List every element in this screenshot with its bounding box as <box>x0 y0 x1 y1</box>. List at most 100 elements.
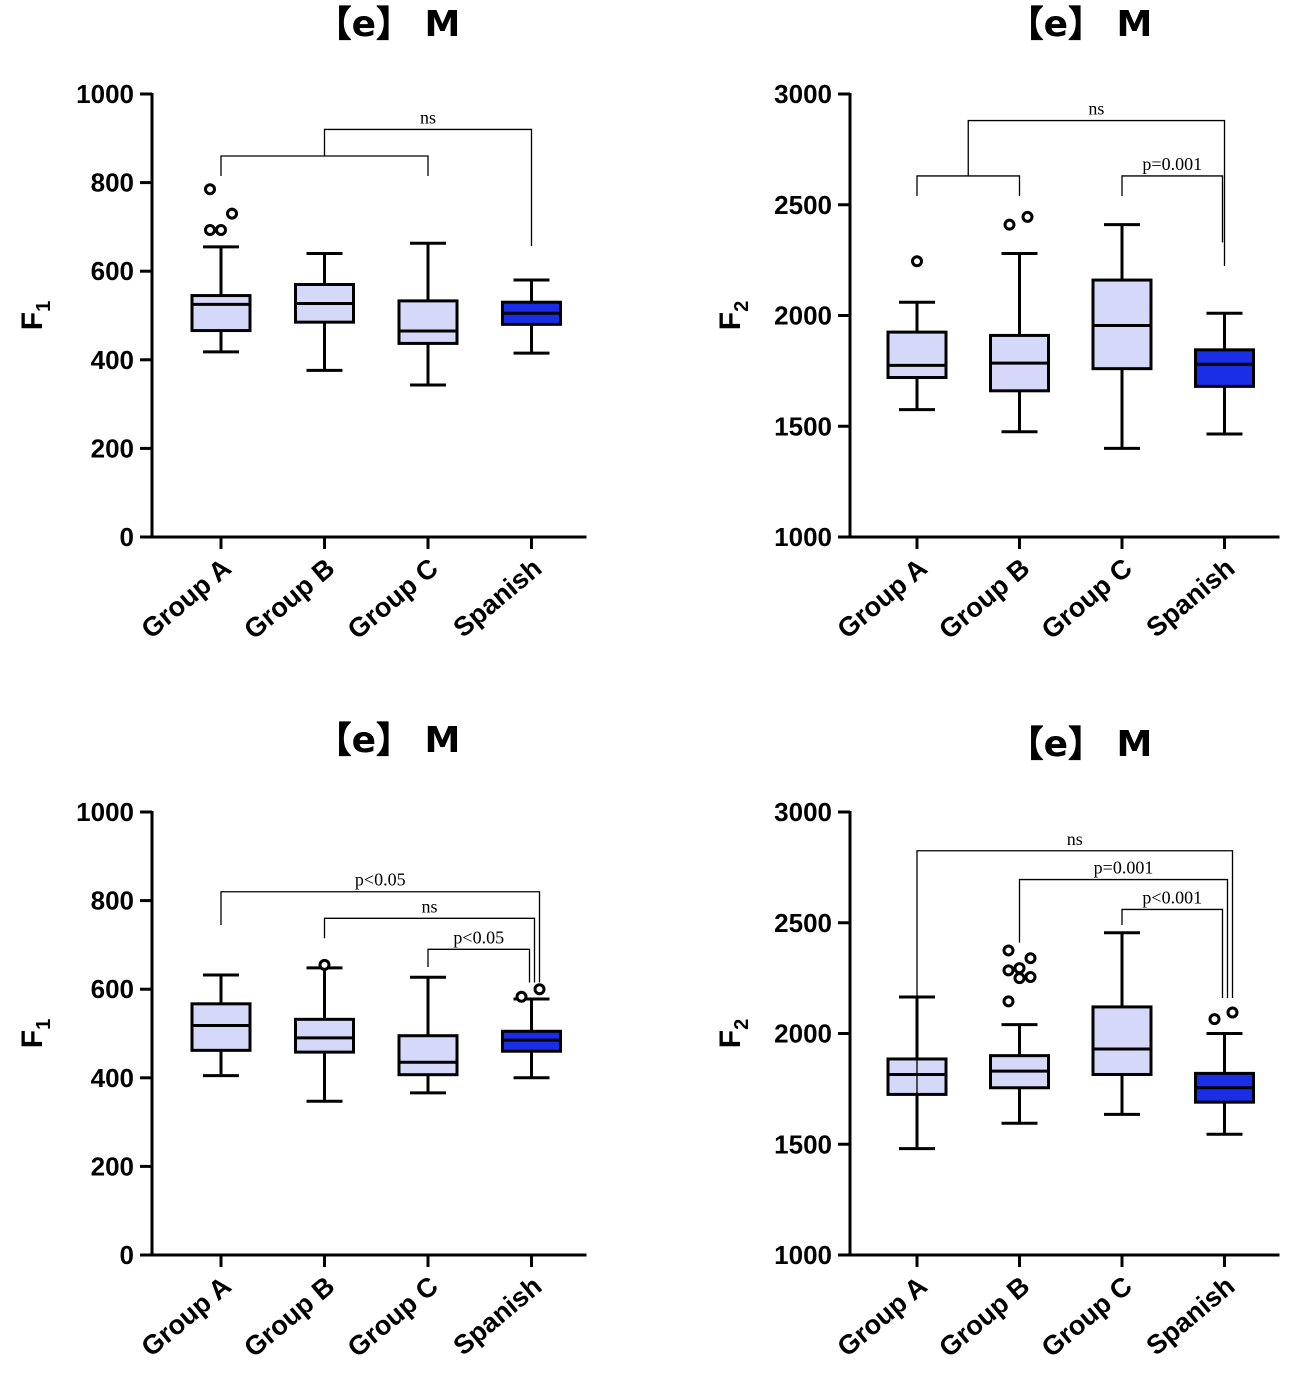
outlier-point <box>1024 952 1037 965</box>
chart-panel-3: 【e】 M F1 0 200 400 600 800 1000 Group A Group B Gr… <box>16 720 587 1363</box>
y-tick-label: 200 <box>91 433 134 463</box>
x-tick-label: Group C <box>1036 553 1138 645</box>
y-tick-label: 600 <box>91 256 134 286</box>
y-tick-label: 1000 <box>76 797 134 827</box>
box-iqr <box>294 1017 355 1054</box>
outlier-point <box>515 990 528 1003</box>
box-iqr <box>397 1034 459 1077</box>
x-tick-label: Group A <box>832 553 933 645</box>
y-tick-label: 1000 <box>774 1240 832 1270</box>
x-tick-label: Group C <box>1036 1271 1138 1363</box>
outlier-point <box>1021 210 1034 223</box>
y-axis-title-main: F <box>714 312 747 330</box>
significance-label: p=0.001 <box>1142 154 1202 174</box>
y-tick-label: 2500 <box>774 908 832 938</box>
y-tick-label: 400 <box>91 1063 134 1093</box>
box-iqr <box>190 294 252 333</box>
chart-title: 【e】 M <box>1008 724 1153 765</box>
box-group-c <box>1091 931 1153 1116</box>
x-tick-label: Group B <box>238 553 340 645</box>
x-tick-label: Group B <box>933 1271 1035 1363</box>
y-axis-title: F2 <box>714 301 753 330</box>
y-tick-label: 1000 <box>774 522 832 552</box>
bracket-line <box>916 850 1234 1103</box>
y-axis-title: F1 <box>16 301 55 330</box>
significance-bracket: ns <box>916 829 1234 1103</box>
outlier-point <box>1002 944 1015 957</box>
significance-bracket: p<0.001 <box>1121 887 1224 999</box>
bracket-line <box>323 917 536 983</box>
significance-label: ns <box>421 896 437 916</box>
y-axis-title: F2 <box>714 1019 753 1048</box>
outlier-point <box>318 958 331 971</box>
x-tick-label: Group C <box>342 553 444 645</box>
outlier-point <box>215 224 227 237</box>
bracket-line <box>916 175 1021 196</box>
y-tick-label: 2000 <box>774 1019 832 1049</box>
significance-bracket: p=0.001 <box>1018 858 1229 999</box>
box-spanish <box>501 983 562 1080</box>
outlier-point <box>226 207 238 220</box>
bracket-line <box>967 119 1226 266</box>
box-group-a <box>190 973 252 1078</box>
outlier-point <box>1013 962 1026 975</box>
y-tick-label: 800 <box>91 886 134 916</box>
y-axis-title-subscript: 1 <box>33 301 55 312</box>
significance-label: ns <box>420 107 436 127</box>
outlier-point <box>911 255 923 268</box>
outlier-point <box>1226 1006 1239 1019</box>
y-tick-label: 400 <box>91 345 134 375</box>
x-tick-label: Group A <box>136 1271 237 1363</box>
significance-bracket: p<0.05 <box>220 870 541 983</box>
x-tick-label: Group A <box>832 1271 933 1363</box>
outlier-point <box>1002 964 1015 977</box>
box-group-b <box>294 251 355 372</box>
significance-label: p<0.001 <box>1142 887 1202 907</box>
x-tick-label: Spanish <box>1141 553 1241 643</box>
box-iqr <box>190 1002 252 1052</box>
significance-label: ns <box>1088 99 1104 119</box>
y-tick-label: 3000 <box>774 797 832 827</box>
bracket-line <box>220 891 541 983</box>
y-tick-label: 1500 <box>774 1129 832 1159</box>
y-tick-label: 1500 <box>774 411 832 441</box>
outlier-point <box>1002 995 1015 1008</box>
outlier-point <box>1003 218 1016 231</box>
y-tick-label: 0 <box>120 1240 134 1270</box>
chart-title: 【e】 M <box>316 720 461 761</box>
x-tick-label: Spanish <box>448 1271 548 1361</box>
x-tick-label: Group B <box>238 1271 340 1363</box>
y-axis-title: F1 <box>16 1019 55 1048</box>
chart-panel-1: 【e】 M F1 0 200 400 600 800 1000 Group A Group B Gr… <box>16 4 587 645</box>
bracket-line <box>323 128 533 247</box>
significance-bracket: p=0.001 <box>1121 154 1224 243</box>
box-iqr <box>1194 348 1255 388</box>
significance-bracket: ns <box>916 99 1226 266</box>
outlier-point <box>204 183 216 196</box>
significance-label: p<0.05 <box>355 870 406 890</box>
box-iqr <box>397 299 459 345</box>
box-spanish <box>1194 311 1255 436</box>
outlier-point <box>533 983 546 996</box>
box-group-b <box>294 958 355 1103</box>
y-tick-label: 2500 <box>774 190 832 220</box>
significance-bracket: p<0.05 <box>427 927 531 983</box>
outlier-point <box>1013 972 1026 985</box>
bracket-line <box>1121 908 1224 999</box>
y-axis-title-main: F <box>16 312 49 330</box>
x-tick-label: Group A <box>136 553 237 645</box>
significance-label: ns <box>1067 829 1083 849</box>
y-axis-title-subscript: 1 <box>33 1019 55 1030</box>
y-tick-label: 600 <box>91 974 134 1004</box>
y-axis-title-main: F <box>714 1030 747 1048</box>
significance-bracket: ns <box>323 896 536 983</box>
significance-label: p=0.001 <box>1094 858 1154 878</box>
x-tick-label: Spanish <box>448 553 548 643</box>
y-axis-title-main: F <box>16 1030 49 1048</box>
bracket-line <box>427 948 531 983</box>
box-group-a <box>190 183 252 354</box>
box-spanish <box>501 278 562 355</box>
